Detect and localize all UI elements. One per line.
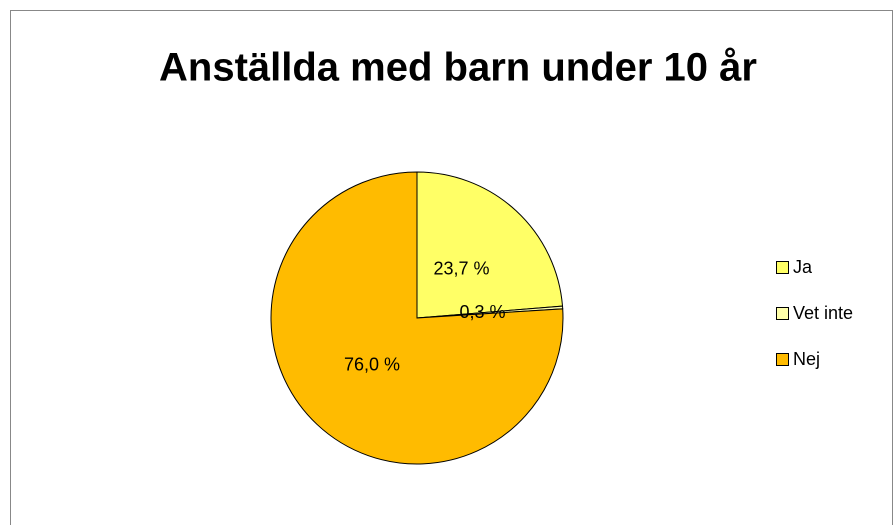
- data-label: 0,3 %: [460, 302, 506, 322]
- legend-label: Vet inte: [793, 303, 853, 323]
- data-label: 76,0 %: [344, 355, 400, 375]
- pie-slice: [416, 171, 564, 319]
- legend-swatch: [776, 353, 789, 366]
- legend-label: Nej: [793, 349, 820, 369]
- legend-swatch: [776, 261, 789, 274]
- pie-slice: [270, 171, 564, 465]
- legend-label: Ja: [793, 257, 813, 277]
- chart-title: Anställda med barn under 10 år: [159, 46, 757, 90]
- data-label: 23,7 %: [433, 258, 489, 278]
- legend-swatch: [776, 307, 789, 320]
